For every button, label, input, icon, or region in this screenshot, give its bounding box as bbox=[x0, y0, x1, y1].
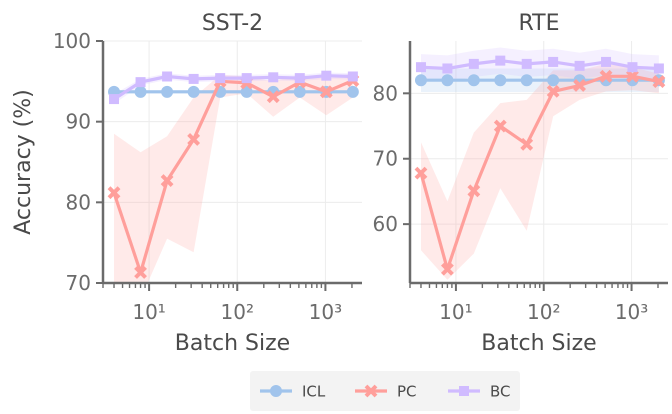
point-bc bbox=[109, 94, 120, 105]
y-tick-label: 100 bbox=[53, 29, 91, 53]
band-bc bbox=[114, 72, 353, 104]
point-icl bbox=[346, 85, 359, 98]
series-line-pc bbox=[112, 79, 354, 275]
point-bc bbox=[601, 56, 612, 67]
legend-label: BC bbox=[490, 383, 511, 401]
plot-area bbox=[107, 70, 360, 283]
legend-marker-icl bbox=[270, 385, 282, 397]
point-pc bbox=[520, 137, 534, 151]
legend-label: PC bbox=[397, 383, 417, 401]
point-icl bbox=[293, 85, 306, 98]
point-bc bbox=[653, 63, 664, 74]
point-bc bbox=[321, 70, 332, 81]
point-pc bbox=[160, 174, 174, 187]
point-pc bbox=[573, 79, 587, 92]
point-pc bbox=[414, 166, 428, 180]
point-icl bbox=[161, 85, 174, 98]
legend-marker-pc bbox=[364, 384, 378, 398]
point-pc bbox=[493, 119, 507, 133]
y-tick-label: 80 bbox=[373, 81, 398, 105]
legend-entry-bc: BC bbox=[448, 383, 511, 401]
panel-title: RTE bbox=[518, 11, 559, 36]
point-bc bbox=[268, 72, 279, 83]
point-bc bbox=[294, 73, 305, 84]
point-pc bbox=[266, 90, 280, 104]
point-icl bbox=[414, 74, 427, 87]
point-pc bbox=[652, 75, 666, 88]
x-tick-label: 10³ bbox=[309, 300, 342, 324]
y-tick-label: 80 bbox=[66, 190, 91, 214]
legend-marker-bc bbox=[459, 386, 469, 396]
point-bc bbox=[241, 73, 252, 84]
legend-entry-icl: ICL bbox=[260, 383, 326, 401]
point-bc bbox=[468, 58, 479, 69]
point-bc bbox=[215, 73, 226, 84]
point-icl bbox=[467, 74, 480, 87]
point-icl bbox=[547, 74, 560, 87]
point-pc bbox=[467, 184, 481, 198]
band-pc bbox=[421, 63, 659, 280]
point-bc bbox=[135, 77, 146, 88]
point-bc bbox=[521, 58, 532, 69]
panel-rte: RTE 60 70 80 10¹ 10² 10³ Batch Size bbox=[373, 11, 668, 356]
x-tick-label: 10² bbox=[527, 300, 560, 324]
point-bc bbox=[627, 62, 638, 73]
point-bc bbox=[415, 62, 426, 73]
x-axis-label: Batch Size bbox=[175, 331, 290, 356]
point-icl bbox=[441, 74, 454, 87]
point-icl bbox=[494, 74, 507, 87]
band-bc bbox=[421, 47, 659, 82]
legend: ICL PC BC bbox=[250, 371, 520, 411]
point-bc bbox=[188, 73, 199, 84]
y-tick-label: 70 bbox=[373, 147, 398, 171]
point-pc bbox=[546, 84, 560, 98]
point-bc bbox=[574, 60, 585, 71]
y-axis-label: Accuracy (%) bbox=[11, 89, 36, 235]
plot-area bbox=[414, 47, 666, 280]
point-bc bbox=[442, 63, 453, 74]
y-tick-label: 60 bbox=[373, 212, 398, 236]
point-bc bbox=[347, 71, 358, 82]
x-tick-label: 10¹ bbox=[132, 300, 165, 324]
point-icl bbox=[134, 85, 147, 98]
y-tick-label: 90 bbox=[66, 110, 91, 134]
x-tick-label: 10¹ bbox=[439, 300, 472, 324]
y-tick-label: 70 bbox=[66, 271, 91, 295]
point-pc bbox=[187, 132, 201, 146]
point-bc bbox=[495, 55, 506, 66]
point-icl bbox=[240, 85, 253, 98]
point-pc bbox=[626, 69, 639, 83]
legend-label: ICL bbox=[302, 383, 326, 401]
point-icl bbox=[520, 74, 533, 87]
series-line-bc bbox=[113, 74, 353, 101]
panel-title: SST-2 bbox=[202, 11, 263, 36]
point-pc bbox=[107, 186, 121, 200]
legend-entry-pc: PC bbox=[355, 383, 417, 401]
series-line-pc bbox=[419, 74, 660, 271]
point-pc bbox=[599, 69, 613, 83]
x-tick-label: 10² bbox=[221, 300, 254, 324]
x-tick-label: 10³ bbox=[615, 300, 648, 324]
panel-sst2: SST-2 70 80 90 100 10¹ 10² 10³ Batch Size bbox=[53, 11, 362, 356]
band-pc bbox=[114, 73, 353, 283]
point-bc bbox=[162, 71, 173, 82]
point-pc bbox=[134, 266, 147, 279]
x-axis-label: Batch Size bbox=[481, 331, 596, 356]
point-pc bbox=[440, 262, 454, 276]
point-bc bbox=[548, 56, 559, 67]
series-line-bc bbox=[420, 58, 659, 71]
point-pc bbox=[319, 85, 333, 99]
point-icl bbox=[187, 85, 200, 98]
